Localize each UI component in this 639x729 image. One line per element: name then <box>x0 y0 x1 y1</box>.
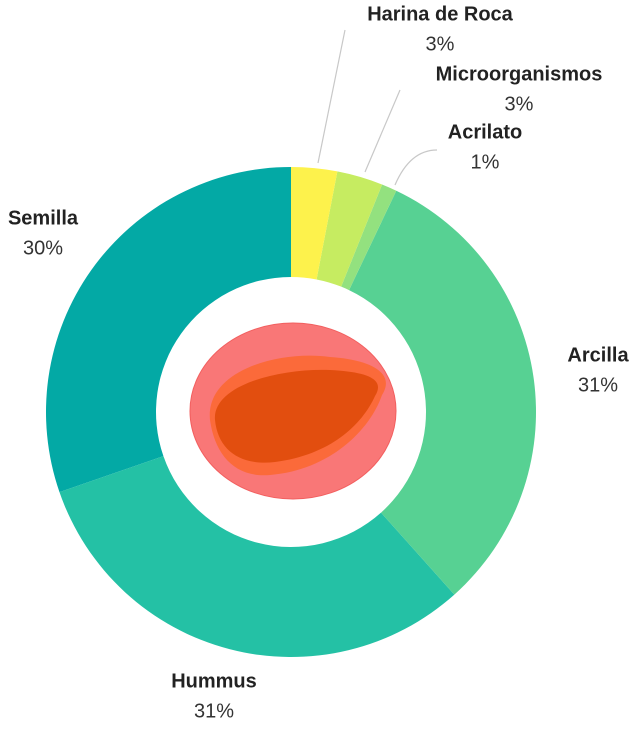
slice-value: 3% <box>426 33 455 55</box>
leader-line <box>394 149 438 186</box>
leader-lines <box>317 29 438 186</box>
slice-label: Hummus <box>171 670 257 692</box>
donut-slice <box>341 184 397 291</box>
slice-value: 31% <box>194 700 234 722</box>
leader-line <box>317 29 346 164</box>
slice-label: Arcilla <box>567 344 629 366</box>
donut-slice <box>59 456 455 657</box>
center-image <box>189 322 397 500</box>
donut-slice <box>316 171 383 287</box>
slice-label: Acrilato <box>448 121 522 143</box>
slice-label: Microorganismos <box>436 63 603 85</box>
slice-value: 31% <box>578 374 618 396</box>
slice-label: Harina de Roca <box>367 3 513 25</box>
donut-slice <box>349 190 536 595</box>
donut-slice <box>46 167 292 493</box>
slice-value: 30% <box>23 237 63 259</box>
donut-slice <box>291 167 338 280</box>
leader-line <box>364 89 401 173</box>
slice-value: 1% <box>471 151 500 173</box>
seed-inner <box>214 369 378 463</box>
slice-value: 3% <box>505 93 534 115</box>
slice-label: Semilla <box>8 207 79 229</box>
